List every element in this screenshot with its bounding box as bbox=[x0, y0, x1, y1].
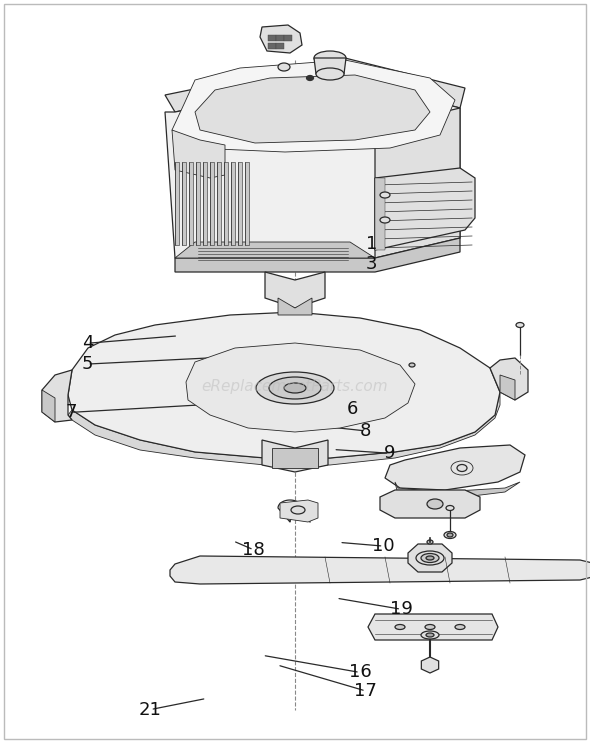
Ellipse shape bbox=[427, 540, 433, 544]
Polygon shape bbox=[231, 162, 235, 245]
Polygon shape bbox=[268, 35, 276, 41]
Ellipse shape bbox=[395, 625, 405, 629]
Polygon shape bbox=[175, 238, 460, 272]
Polygon shape bbox=[272, 448, 318, 468]
Polygon shape bbox=[172, 60, 455, 152]
Text: 16: 16 bbox=[349, 663, 371, 681]
Polygon shape bbox=[186, 343, 415, 432]
Ellipse shape bbox=[409, 363, 415, 367]
Polygon shape bbox=[278, 298, 312, 315]
Polygon shape bbox=[265, 272, 325, 308]
Polygon shape bbox=[224, 162, 228, 245]
Polygon shape bbox=[395, 482, 520, 500]
Ellipse shape bbox=[446, 505, 454, 510]
Ellipse shape bbox=[278, 63, 290, 71]
Polygon shape bbox=[170, 556, 590, 584]
Polygon shape bbox=[368, 614, 498, 640]
Polygon shape bbox=[385, 445, 525, 490]
Polygon shape bbox=[172, 130, 225, 178]
Polygon shape bbox=[380, 490, 480, 518]
Polygon shape bbox=[175, 162, 179, 245]
Polygon shape bbox=[500, 375, 515, 400]
Ellipse shape bbox=[284, 383, 306, 393]
Ellipse shape bbox=[291, 506, 305, 514]
Polygon shape bbox=[260, 25, 302, 53]
Ellipse shape bbox=[455, 625, 465, 629]
Text: 21: 21 bbox=[139, 701, 162, 718]
Polygon shape bbox=[203, 162, 207, 245]
Polygon shape bbox=[238, 162, 242, 245]
Text: 19: 19 bbox=[390, 600, 412, 618]
Text: 1: 1 bbox=[366, 235, 378, 253]
Ellipse shape bbox=[421, 554, 439, 562]
Polygon shape bbox=[195, 75, 430, 143]
Ellipse shape bbox=[457, 464, 467, 472]
Polygon shape bbox=[68, 312, 500, 458]
Ellipse shape bbox=[447, 533, 453, 537]
Polygon shape bbox=[280, 500, 318, 522]
Polygon shape bbox=[210, 162, 214, 245]
Ellipse shape bbox=[380, 192, 390, 198]
Polygon shape bbox=[68, 392, 500, 465]
Ellipse shape bbox=[256, 372, 334, 404]
Text: 17: 17 bbox=[355, 682, 377, 700]
Text: 5: 5 bbox=[81, 355, 93, 373]
Ellipse shape bbox=[269, 377, 321, 399]
Polygon shape bbox=[375, 108, 460, 258]
Polygon shape bbox=[217, 162, 221, 245]
Ellipse shape bbox=[426, 556, 434, 560]
Ellipse shape bbox=[314, 51, 346, 65]
Ellipse shape bbox=[427, 499, 443, 509]
Ellipse shape bbox=[426, 633, 434, 637]
Text: 8: 8 bbox=[360, 422, 372, 440]
Polygon shape bbox=[262, 440, 328, 472]
Text: 3: 3 bbox=[366, 255, 378, 273]
Text: 10: 10 bbox=[372, 537, 395, 555]
Ellipse shape bbox=[316, 68, 344, 80]
Polygon shape bbox=[375, 168, 475, 250]
Polygon shape bbox=[284, 35, 292, 41]
Ellipse shape bbox=[380, 217, 390, 223]
Text: 18: 18 bbox=[242, 541, 265, 559]
Polygon shape bbox=[189, 162, 193, 245]
Polygon shape bbox=[490, 358, 528, 400]
Polygon shape bbox=[245, 162, 249, 245]
Text: 6: 6 bbox=[347, 400, 359, 418]
Polygon shape bbox=[196, 162, 200, 245]
Polygon shape bbox=[42, 390, 55, 422]
Ellipse shape bbox=[421, 631, 439, 639]
Ellipse shape bbox=[306, 76, 313, 80]
Text: 7: 7 bbox=[65, 403, 77, 421]
Ellipse shape bbox=[516, 322, 524, 328]
Polygon shape bbox=[421, 657, 438, 673]
Polygon shape bbox=[165, 78, 460, 258]
Polygon shape bbox=[375, 178, 385, 250]
Polygon shape bbox=[314, 58, 346, 74]
Polygon shape bbox=[268, 43, 276, 49]
Polygon shape bbox=[276, 43, 284, 49]
Polygon shape bbox=[182, 162, 186, 245]
Polygon shape bbox=[408, 544, 452, 572]
Polygon shape bbox=[276, 35, 284, 41]
Text: 9: 9 bbox=[384, 444, 395, 462]
Text: 4: 4 bbox=[81, 334, 93, 352]
Ellipse shape bbox=[444, 531, 456, 539]
Polygon shape bbox=[175, 242, 375, 258]
Polygon shape bbox=[165, 58, 465, 112]
Ellipse shape bbox=[416, 551, 444, 565]
Polygon shape bbox=[42, 370, 72, 422]
Ellipse shape bbox=[425, 625, 435, 629]
Text: eReplacementParts.com: eReplacementParts.com bbox=[202, 379, 388, 394]
